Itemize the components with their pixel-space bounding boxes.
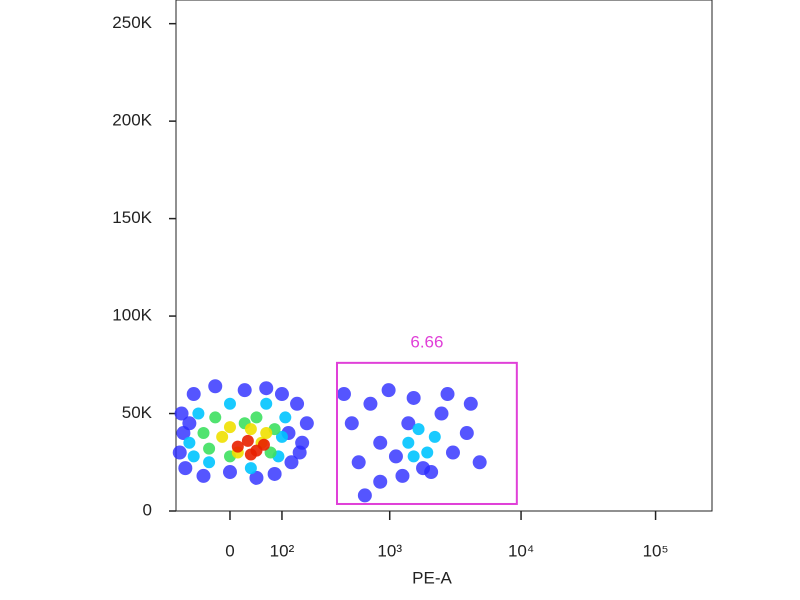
event-dot [472, 455, 487, 470]
x-tick-label: 0 [225, 541, 234, 560]
x-tick-label: 10⁴ [508, 541, 534, 560]
y-tick-label: 50K [122, 403, 153, 422]
event-dot [279, 411, 292, 424]
event-dot [244, 462, 257, 475]
event-dot [363, 396, 378, 411]
event-dot [259, 381, 274, 396]
event-dot [260, 397, 273, 410]
x-tick-label: 10³ [377, 541, 402, 560]
event-dot [284, 455, 299, 470]
y-tick-label: 150K [112, 208, 152, 227]
event-dot [172, 445, 187, 460]
event-dot [223, 421, 236, 434]
event-dot [336, 387, 351, 402]
event-dot [257, 438, 270, 451]
event-dot [459, 426, 474, 441]
event-dot [260, 427, 273, 440]
plot-frame [175, 0, 713, 512]
event-dot [203, 442, 216, 455]
y-tick-label: 100K [112, 306, 152, 325]
event-dot [292, 445, 307, 460]
event-dot [249, 470, 264, 485]
event-dot [223, 397, 236, 410]
x-axis-title: PE-A [412, 568, 452, 587]
event-dot [174, 406, 189, 421]
event-dot [407, 450, 420, 463]
event-dot [208, 379, 223, 394]
event-dot [209, 411, 222, 424]
y-tick-label: 250K [112, 13, 152, 32]
event-dot [231, 440, 244, 453]
event-dot [197, 427, 210, 440]
event-dot [241, 434, 254, 447]
event-dot [402, 436, 415, 449]
event-dot [299, 416, 314, 431]
x-tick-label: 10² [270, 541, 295, 560]
event-dot [388, 449, 403, 464]
event-dot [412, 423, 425, 436]
event-dot [196, 468, 211, 483]
event-dot [416, 461, 431, 476]
event-dot [244, 423, 257, 436]
event-dot [373, 435, 388, 450]
event-dot [463, 396, 478, 411]
event-dot [351, 455, 366, 470]
event-dot [434, 406, 449, 421]
event-dot [344, 416, 359, 431]
x-tick-label: 10⁵ [643, 541, 669, 560]
event-dot [395, 468, 410, 483]
event-dot [445, 445, 460, 460]
event-dot [428, 430, 441, 443]
event-dot [357, 488, 372, 503]
event-dot [275, 430, 288, 443]
gate [335, 361, 518, 505]
event-dot [267, 466, 282, 481]
event-dot [237, 383, 252, 398]
y-tick-label: 0 [143, 500, 152, 519]
event-dot [373, 474, 388, 489]
event-dot [244, 448, 257, 461]
event-dot [187, 450, 200, 463]
event-dot [274, 387, 289, 402]
event-dot [381, 383, 396, 398]
event-dot [216, 430, 229, 443]
event-dot [250, 411, 263, 424]
event-dot [401, 416, 416, 431]
event-dot [203, 456, 216, 469]
event-dot [421, 446, 434, 459]
event-dot [406, 390, 421, 405]
event-dot [182, 416, 197, 431]
event-dot [222, 465, 237, 480]
event-dot [192, 407, 205, 420]
event-dot [290, 396, 305, 411]
event-dot [440, 387, 455, 402]
event-dot [183, 436, 196, 449]
gate-label: 6.66 [410, 332, 443, 351]
event-dot [186, 387, 201, 402]
event-dot [264, 446, 277, 459]
event-dot [178, 461, 193, 476]
y-tick-label: 200K [112, 111, 152, 130]
